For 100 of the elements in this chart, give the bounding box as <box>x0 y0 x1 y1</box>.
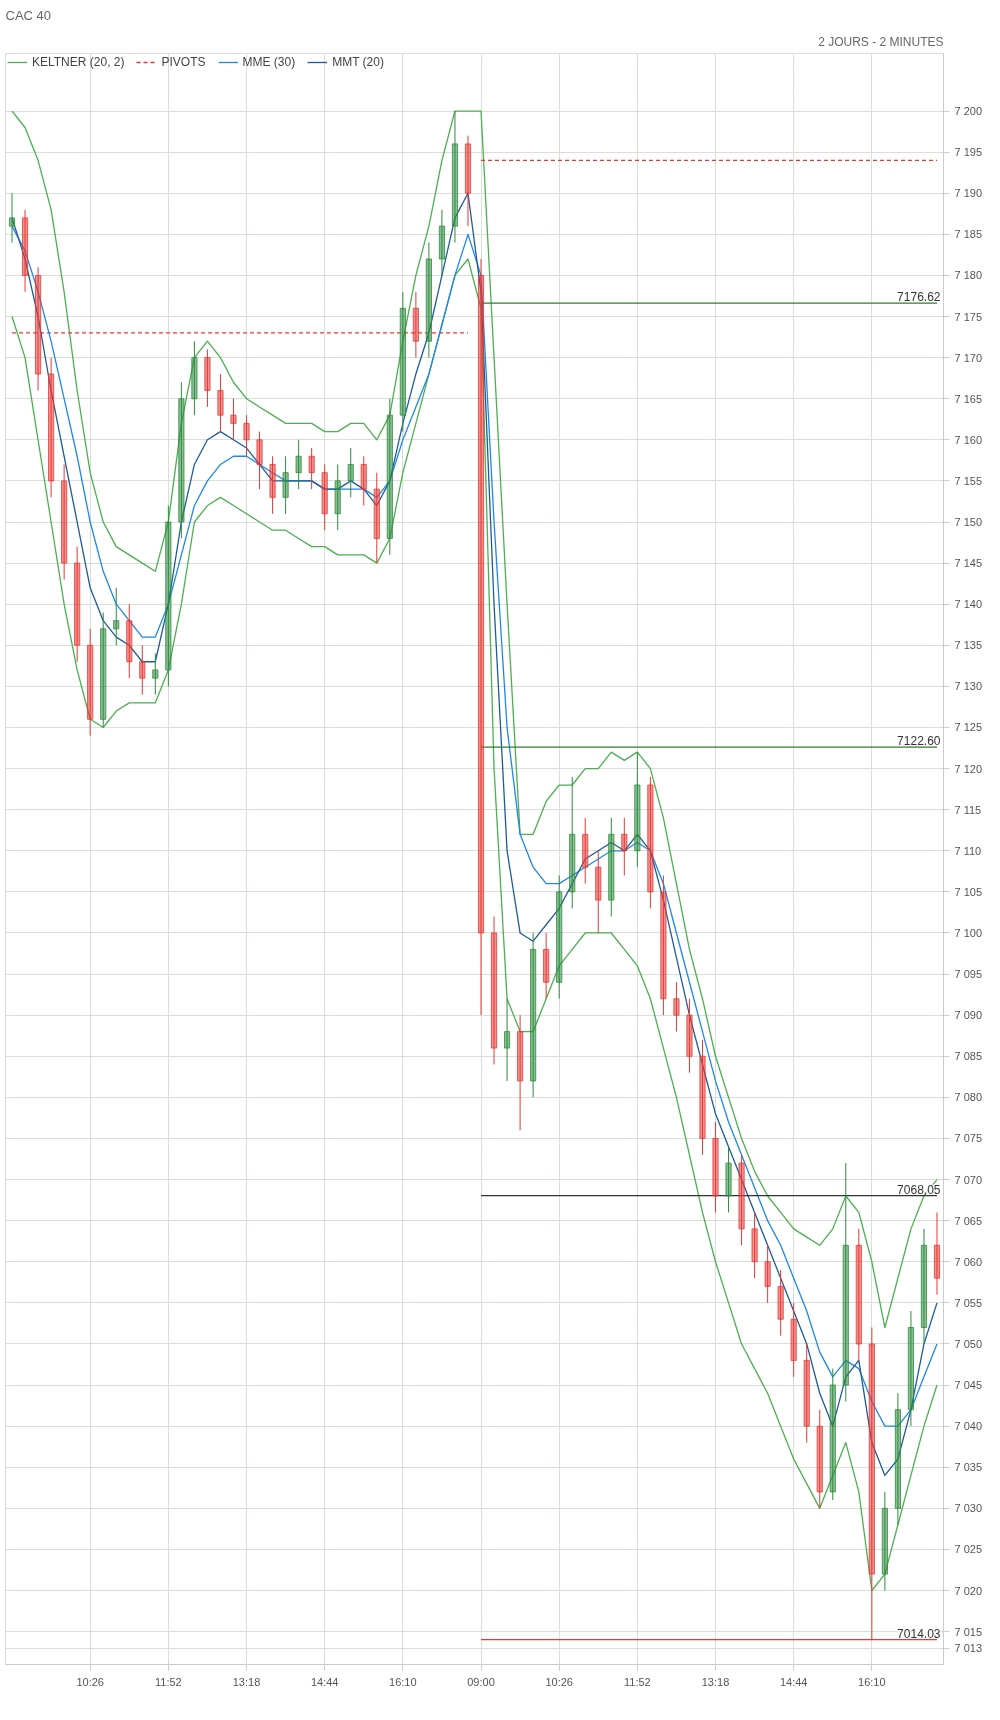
candlestick <box>582 817 589 885</box>
y-tick-label: 7 155 <box>954 474 983 487</box>
candlestick <box>530 932 537 1098</box>
candlestick <box>438 209 446 276</box>
x-tick-label: 14:44 <box>310 1675 339 1688</box>
candlestick <box>451 110 459 244</box>
y-tick-label: 7 065 <box>954 1214 983 1227</box>
candlestick <box>191 340 198 416</box>
candlestick <box>790 1302 797 1378</box>
y-tick-label: 7 150 <box>954 516 983 529</box>
x-tick-label: 11:52 <box>623 1675 651 1688</box>
y-tick-label: 7 045 <box>954 1379 983 1392</box>
legend-label: PIVOTS <box>161 55 206 69</box>
y-tick-label: 7 080 <box>954 1091 983 1104</box>
candlestick <box>516 1014 524 1131</box>
y-tick-label: 7 160 <box>954 433 983 446</box>
legend-label: MME (30) <box>242 55 296 69</box>
y-tick-label: 7 110 <box>954 844 982 857</box>
candlestick <box>764 1244 771 1304</box>
candlestick <box>569 776 576 909</box>
candlestick <box>556 874 563 1000</box>
line-series <box>11 110 938 1329</box>
x-tick-label: 11:52 <box>154 1675 182 1688</box>
y-tick-label: 7 170 <box>954 351 983 364</box>
candlestick <box>204 348 211 408</box>
annotation: 7176.62 <box>897 290 941 305</box>
y-tick-label: 7 125 <box>954 721 983 734</box>
candlestick <box>8 192 16 244</box>
candlestick <box>308 447 315 490</box>
chart-subtitle: 2 JOURS - 2 MINUTES <box>818 34 944 49</box>
candlestick <box>673 981 680 1033</box>
y-tick-label: 7 020 <box>954 1584 983 1597</box>
y-tick-label: 7 035 <box>954 1461 983 1474</box>
annotation: 7122.60 <box>897 734 941 749</box>
y-tick-label: 7 135 <box>954 639 983 652</box>
y-tick-label: 7 105 <box>954 885 983 898</box>
candlestick <box>543 932 550 1000</box>
x-tick-label: 10:26 <box>76 1675 104 1688</box>
candlestick <box>321 463 328 531</box>
candlestick <box>256 431 263 490</box>
candlestick <box>178 381 185 539</box>
candlestick <box>829 1368 836 1501</box>
y-tick-label: 7 185 <box>954 228 983 241</box>
x-tick-label: 09:00 <box>467 1675 495 1688</box>
candlestick <box>61 463 68 581</box>
x-tick-label: 10:26 <box>545 1675 573 1688</box>
candlestick <box>842 1162 849 1402</box>
y-tick-label: 7 070 <box>954 1173 983 1186</box>
chart-title: CAC 40 <box>5 7 52 23</box>
candlestick <box>152 653 159 696</box>
candlestick <box>647 776 654 909</box>
y-tick-label: 7 095 <box>954 968 983 981</box>
candlestick <box>464 135 472 227</box>
candlestick <box>608 817 615 918</box>
annotation: 7068.05 <box>897 1182 941 1197</box>
candlestick <box>230 398 237 441</box>
y-tick-label: 7 180 <box>954 269 983 282</box>
candlestick <box>855 1228 862 1361</box>
candlestick <box>334 463 341 531</box>
x-tick-label: 14:44 <box>779 1675 808 1688</box>
y-tick-label: 7 140 <box>954 598 983 611</box>
candlestick <box>243 414 250 457</box>
y-tick-label: 7 025 <box>954 1543 983 1556</box>
x-tick-label: 13:18 <box>701 1675 730 1688</box>
candlestick <box>295 439 302 490</box>
candlestick <box>920 1228 928 1345</box>
candlestick <box>282 455 289 515</box>
legend-label: MMT (20) <box>332 55 384 69</box>
candlestick <box>217 373 224 433</box>
y-tick-label: 7 100 <box>954 926 983 939</box>
y-tick-label: 7 195 <box>954 146 983 159</box>
candlestick <box>803 1343 810 1444</box>
y-tick-label: 7 200 <box>954 105 983 118</box>
candlestick <box>686 998 693 1074</box>
candlestick <box>660 874 667 1016</box>
y-tick-label: 7 085 <box>954 1050 983 1063</box>
candlestick <box>126 603 133 679</box>
candlestick <box>751 1211 758 1279</box>
y-tick-label: 7 075 <box>954 1132 983 1145</box>
y-tick-label: 7 190 <box>954 187 983 200</box>
y-tick-label: 7 145 <box>954 557 983 570</box>
y-tick-label: 7 040 <box>954 1420 983 1433</box>
x-tick-label: 16:10 <box>858 1675 886 1688</box>
candlestick <box>777 1269 784 1337</box>
y-tick-label: 7 120 <box>954 762 983 775</box>
candlestick <box>881 1491 888 1592</box>
candlestick <box>699 1039 706 1156</box>
candlestick <box>933 1211 941 1296</box>
candlestick <box>477 258 485 1016</box>
y-tick-label: 7 013 <box>954 1642 983 1655</box>
y-tick-label: 7 015 <box>954 1625 983 1638</box>
x-tick-label: 13:18 <box>232 1675 261 1688</box>
candlestick <box>399 291 406 433</box>
candlestick <box>621 817 628 876</box>
candlestick <box>87 628 94 737</box>
candlestick <box>490 916 498 1065</box>
y-tick-label: 7 060 <box>954 1255 983 1268</box>
candlestick <box>595 850 602 934</box>
candlestick <box>100 611 107 728</box>
legend-label: KELTNER (20, 2) <box>32 55 125 69</box>
